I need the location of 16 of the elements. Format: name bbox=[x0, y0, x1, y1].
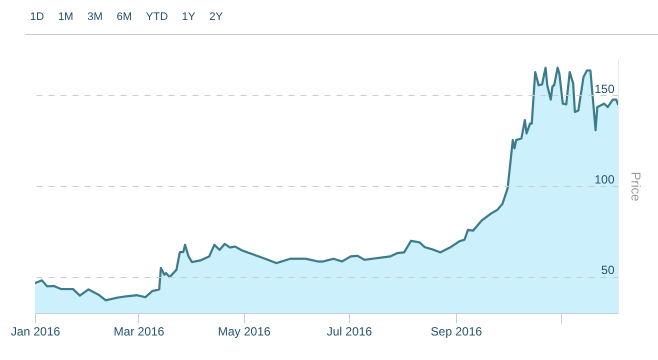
text: 1Y bbox=[180, 10, 196, 25]
text: 1D bbox=[29, 10, 46, 25]
x-tick-label: May 2016 bbox=[218, 324, 271, 338]
x-tick-label: Mar 2016 bbox=[114, 324, 165, 338]
text: 2Y bbox=[208, 10, 224, 25]
x-tick-label: Jul 2016 bbox=[326, 324, 372, 338]
y-tick-label: 50 bbox=[601, 263, 615, 278]
y-axis-title: Price bbox=[628, 172, 644, 202]
text: YTD bbox=[144, 10, 169, 25]
x-tick-label: Jan 2016 bbox=[10, 324, 61, 338]
text: 1M bbox=[57, 10, 74, 25]
y-tick-label: 100 bbox=[594, 172, 615, 186]
y-tick-label: 150 bbox=[594, 82, 615, 96]
text: 3M bbox=[86, 10, 104, 25]
x-tick-label: Sep 2016 bbox=[430, 324, 482, 338]
text: 6M bbox=[116, 10, 133, 25]
